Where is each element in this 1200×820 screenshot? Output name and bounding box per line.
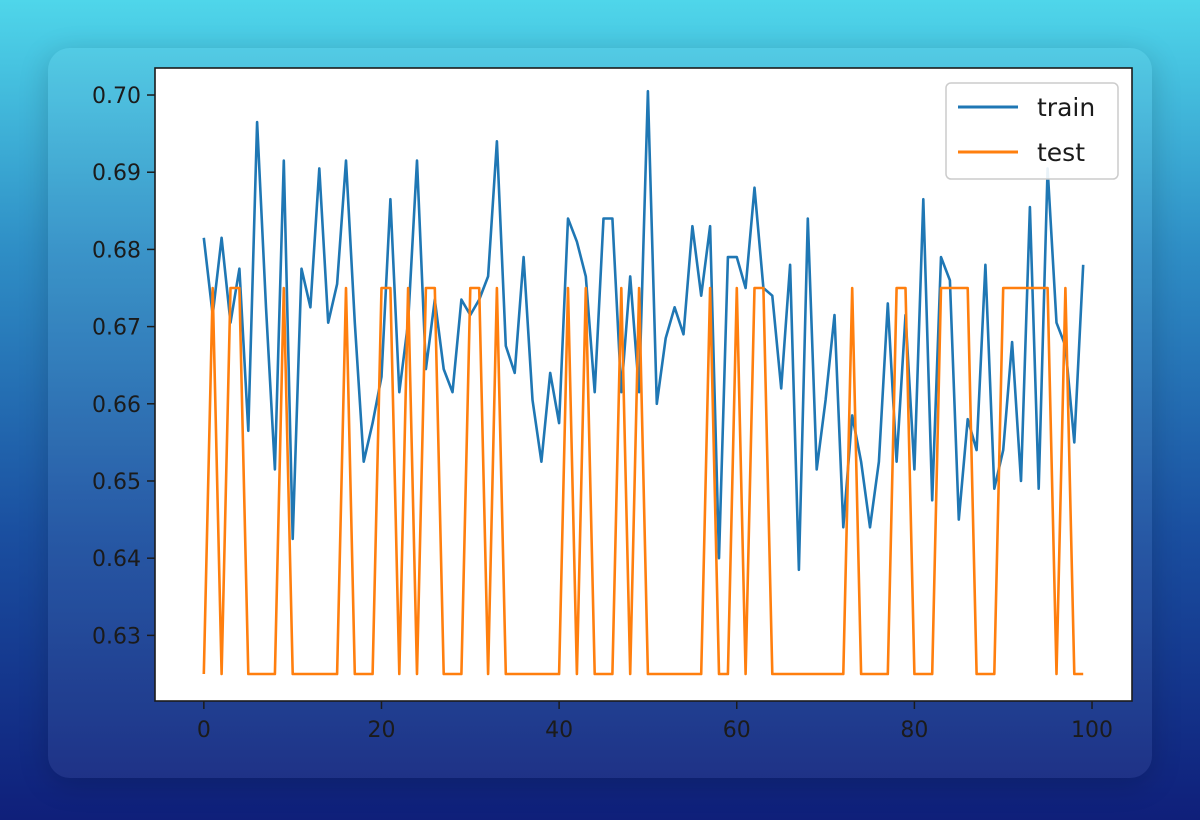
x-tick-label: 0 [197, 718, 211, 743]
line-chart: 0 20 40 60 80 100 0.630.640.650.660.670.680.6… [92, 67, 1133, 743]
y-tick-label: 0.67 [92, 316, 141, 341]
x-tick-label: 40 [545, 718, 573, 743]
x-axis: 0 20 40 60 80 100 [197, 701, 1113, 743]
x-tick-label: 100 [1071, 718, 1113, 743]
series-line-test [202, 286, 1084, 676]
chart-card: 0 20 40 60 80 100 0.63 0.64 0.65 0.66 0.67 0.68 0.6… [48, 48, 1152, 778]
series-layer [202, 89, 1085, 676]
legend-label-train: train [1037, 93, 1095, 122]
y-tick-label: 0.66 [92, 393, 141, 418]
y-tick-label: 0.70 [92, 84, 141, 109]
y-tick-label: 0.68 [92, 238, 141, 263]
x-tick-label: 20 [367, 718, 395, 743]
legend-label-test: test [1037, 138, 1085, 167]
series-line-train [202, 89, 1085, 572]
legend: train test [945, 82, 1119, 180]
y-tick-label: 0.63 [92, 624, 141, 649]
y-tick-label: 0.64 [92, 547, 141, 572]
y-tick-label: 0.69 [92, 161, 141, 186]
x-tick-label: 60 [723, 718, 751, 743]
x-tick-label: 80 [900, 718, 928, 743]
y-axis: 0.63 0.64 0.65 0.66 0.67 0.68 0.69 0.70 [92, 84, 155, 649]
y-tick-label: 0.65 [92, 470, 141, 495]
